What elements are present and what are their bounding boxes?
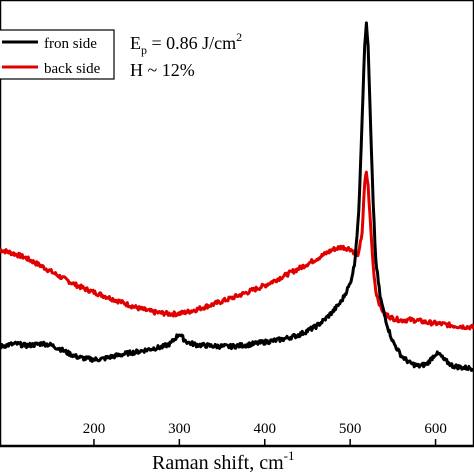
plot-frame bbox=[0, 0, 474, 448]
x-tick-label: 600 bbox=[424, 421, 447, 437]
series-line-fron-side bbox=[0, 21, 474, 372]
x-axis-label-superscript: -1 bbox=[284, 448, 295, 463]
x-axis-ticks: 200 300 400 500 600 bbox=[83, 421, 447, 446]
fluence-subscript: p bbox=[141, 43, 147, 57]
plot-area: 200 300 400 500 600 bbox=[0, 0, 474, 448]
series-lines bbox=[0, 21, 474, 372]
x-tick-label: 300 bbox=[168, 421, 191, 437]
series-line-back-side bbox=[0, 170, 474, 331]
legend: fron side back side bbox=[0, 29, 115, 80]
fluence-superscript: 2 bbox=[236, 30, 242, 44]
fluence-annotation: Ep = 0.86 J/cm2 bbox=[130, 30, 242, 57]
fluence-value: = 0.86 J/cm bbox=[147, 33, 236, 53]
legend-label-fron-side: fron side bbox=[44, 36, 97, 52]
x-tick-label: 200 bbox=[83, 421, 106, 437]
humidity-annotation: H ~ 12% bbox=[130, 60, 195, 80]
x-axis-label-text: Raman shift, cm bbox=[152, 452, 284, 474]
x-tick-label: 400 bbox=[254, 421, 277, 437]
x-axis-label: Raman shift, cm-1 bbox=[152, 448, 294, 474]
legend-label-back-side: back side bbox=[44, 61, 101, 77]
fluence-symbol: E bbox=[130, 33, 141, 53]
legend-box bbox=[0, 29, 115, 80]
x-tick-label: 500 bbox=[339, 421, 362, 437]
